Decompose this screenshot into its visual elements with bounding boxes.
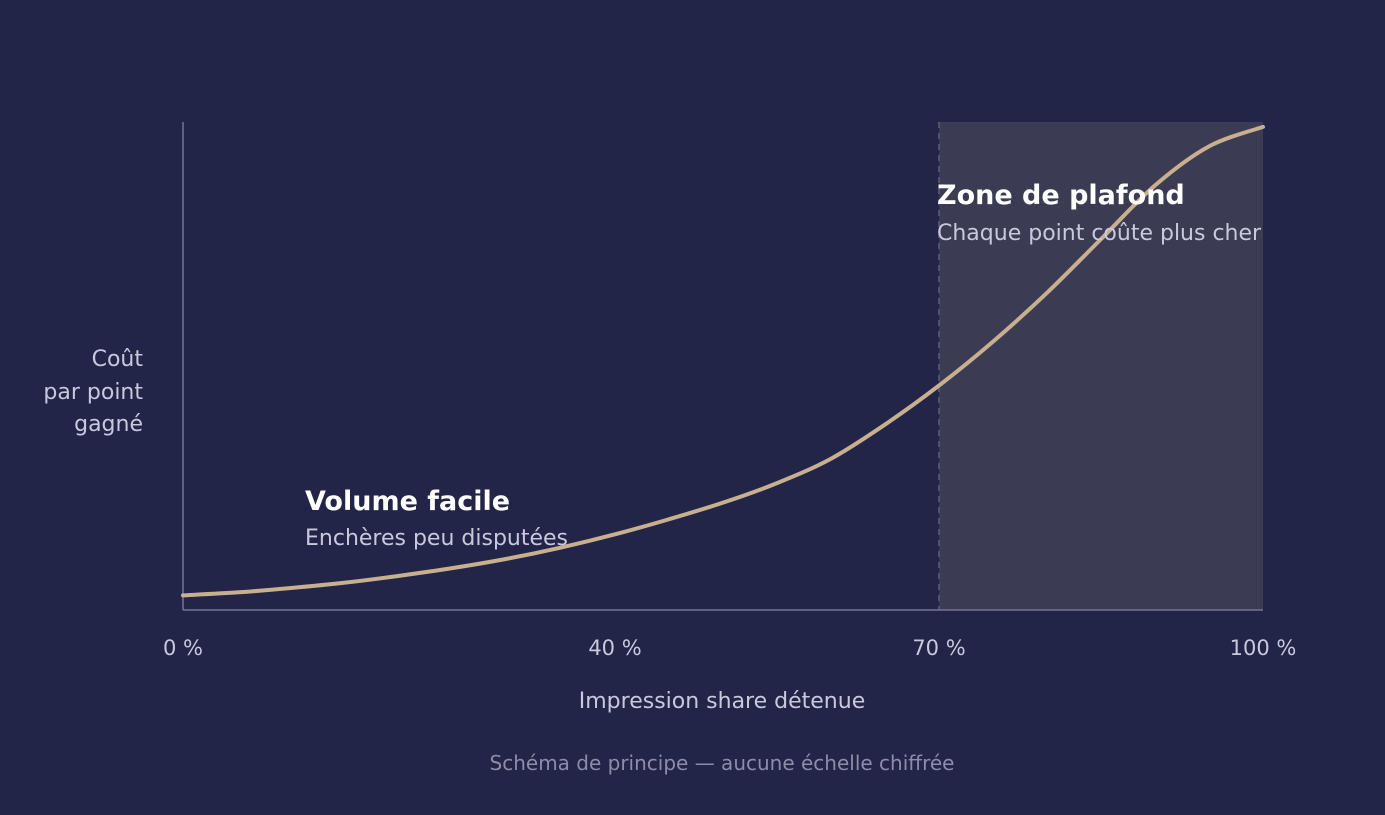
annotation-volume-subtitle: Enchères peu disputées: [305, 526, 568, 551]
annotation-volume-title: Volume facile: [305, 486, 510, 517]
annotation-plafond-subtitle: Chaque point coûte plus cher: [937, 221, 1262, 246]
plafond-zone: [939, 122, 1263, 610]
x-tick-label: 100 %: [1230, 636, 1297, 660]
x-tick-label: 40 %: [588, 636, 641, 660]
x-tick-labels: 0 % 40 % 70 % 100 %: [163, 636, 1296, 660]
x-axis-label: Impression share détenue: [579, 689, 865, 714]
cost-curve-line: [181, 124, 1265, 598]
x-tick-label: 70 %: [912, 636, 965, 660]
y-axis-label-line-2: par point: [43, 380, 143, 405]
x-tick-label: 0 %: [163, 636, 203, 660]
y-axis-label-line-3: gagné: [74, 412, 143, 437]
chart-caption: Schéma de principe — aucune échelle chif…: [490, 751, 955, 775]
annotation-plafond-title: Zone de plafond: [937, 180, 1185, 211]
y-axis-label-line-1: Coût: [92, 347, 144, 372]
